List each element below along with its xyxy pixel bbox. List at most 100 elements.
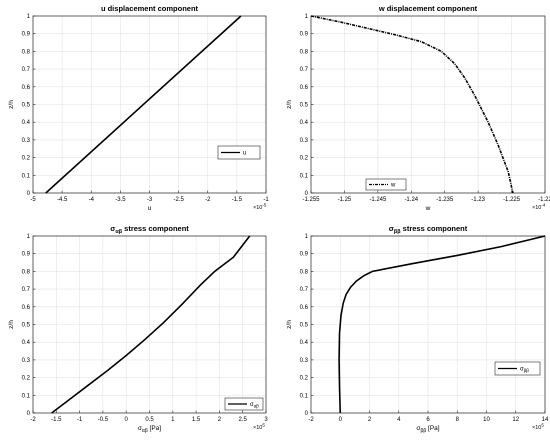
axes-box	[32, 15, 267, 194]
y-tick-label: 0.4	[300, 340, 309, 346]
x-axis-label: w	[425, 205, 431, 212]
x-tick-label: -3	[147, 197, 153, 203]
x-axis-label: σαβ [Pa]	[138, 425, 161, 434]
x-tick-label: -2	[308, 417, 314, 423]
y-tick-label: 0.4	[300, 120, 309, 126]
x-tick-label: 0	[125, 417, 129, 423]
text-part: σ	[138, 425, 142, 432]
y-tick-label: 0.1	[22, 393, 31, 399]
x-tick-label: 0.5	[145, 417, 154, 423]
text-part: -4	[541, 203, 545, 208]
axes-box	[32, 235, 267, 414]
y-tick-label: 0.4	[22, 120, 31, 126]
text-part: [Pa]	[426, 425, 440, 432]
legend: σββ	[494, 361, 541, 376]
text-part: αβ	[115, 229, 122, 235]
x-tick-label: -1	[263, 197, 269, 203]
y-tick-label: 0.9	[22, 252, 31, 258]
text-part: σ	[110, 224, 115, 233]
y-tick-label: 0.8	[300, 49, 309, 55]
x-tick-label: 12	[512, 417, 519, 423]
y-tick-label: 1	[305, 14, 309, 20]
legend: w	[365, 178, 407, 191]
chart-title: w displacement component	[378, 4, 478, 13]
y-tick-label: 0.5	[22, 323, 31, 329]
chart-title: σαβ stress component	[110, 224, 189, 235]
text-part: σ	[389, 224, 394, 233]
y-tick-label: 0.1	[300, 393, 309, 399]
legend: u	[217, 145, 261, 160]
y-tick-label: 0.2	[300, 376, 309, 382]
y-tick-label: 0	[305, 191, 309, 197]
series-line-1	[338, 235, 546, 414]
y-tick-label: 0.1	[300, 173, 309, 179]
y-tick-label: 0.2	[22, 156, 31, 162]
y-axis-label: z/h	[8, 320, 15, 329]
text-part: αβ	[142, 428, 148, 434]
x-tick-label: -2	[205, 197, 211, 203]
text-part: stress component	[401, 224, 468, 233]
x-tick-label: -1.25	[338, 197, 352, 203]
text-part: σ	[250, 402, 254, 408]
x-tick-label: 10	[483, 417, 490, 423]
text-part: σ	[520, 367, 524, 373]
text-part: ×10	[253, 425, 262, 431]
text-part: u	[148, 205, 152, 212]
y-tick-label: 0.9	[22, 32, 31, 38]
text-part: stress component	[122, 224, 189, 233]
y-tick-label: 0.8	[300, 269, 309, 275]
y-tick-label: 0.6	[300, 85, 309, 91]
series-line-1	[51, 235, 251, 414]
legend-label: σββ	[520, 367, 529, 374]
x-exponent-label: ×10-5	[253, 203, 267, 212]
text-part: ββ	[394, 229, 401, 235]
x-exponent-label: ×105	[532, 423, 544, 432]
y-tick-label: 0	[27, 191, 31, 197]
x-tick-label: -2	[30, 417, 36, 423]
x-tick-label: 8	[456, 417, 460, 423]
axes-box	[310, 15, 546, 194]
y-tick-label: 0.5	[22, 103, 31, 109]
y-tick-label: 0.6	[22, 305, 31, 311]
x-tick-label: 0	[339, 417, 343, 423]
x-tick-label: 2	[218, 417, 222, 423]
text-part: ×10	[532, 205, 541, 211]
x-tick-label: -5	[30, 197, 36, 203]
y-tick-label: 0.7	[22, 67, 31, 73]
x-axis-label: σββ [Pa]	[416, 425, 439, 434]
y-tick-label: 0.9	[300, 252, 309, 258]
y-tick-label: 0.4	[22, 340, 31, 346]
x-tick-label: -1.23	[471, 197, 485, 203]
x-tick-label: 1.5	[192, 417, 201, 423]
x-tick-label: -1.5	[51, 417, 62, 423]
text-part: 5	[262, 423, 265, 428]
y-tick-label: 0.7	[300, 67, 309, 73]
y-tick-label: 0.6	[300, 305, 309, 311]
y-axis-label: z/h	[286, 320, 293, 329]
x-tick-label: -4.5	[57, 197, 68, 203]
text-part: 5	[541, 423, 544, 428]
chart-title: σββ stress component	[389, 224, 468, 235]
x-tick-label: -1.245	[369, 197, 387, 203]
legend-label: u	[243, 151, 246, 157]
y-tick-label: 0.3	[22, 358, 31, 364]
y-tick-label: 0	[27, 411, 31, 417]
x-tick-label: -1.24	[404, 197, 418, 203]
x-tick-label: -0.5	[98, 417, 109, 423]
x-exponent-label: ×105	[253, 423, 265, 432]
y-tick-label: 0.5	[300, 323, 309, 329]
x-axis-label: u	[148, 205, 152, 212]
x-tick-label: 14	[542, 417, 549, 423]
text-part: ββ	[524, 368, 530, 373]
y-tick-label: 0.3	[300, 138, 309, 144]
chart-title: u displacement component	[101, 4, 199, 13]
y-tick-label: 0.7	[300, 287, 309, 293]
legend: σαβ	[224, 397, 264, 411]
x-tick-label: 2.5	[239, 417, 248, 423]
text-part: ×10	[253, 205, 262, 211]
legend-label: w	[390, 183, 396, 189]
y-tick-label: 0.7	[22, 287, 31, 293]
y-tick-label: 1	[305, 234, 309, 240]
y-axis-label: z/h	[8, 100, 15, 109]
x-tick-label: 4	[397, 417, 401, 423]
